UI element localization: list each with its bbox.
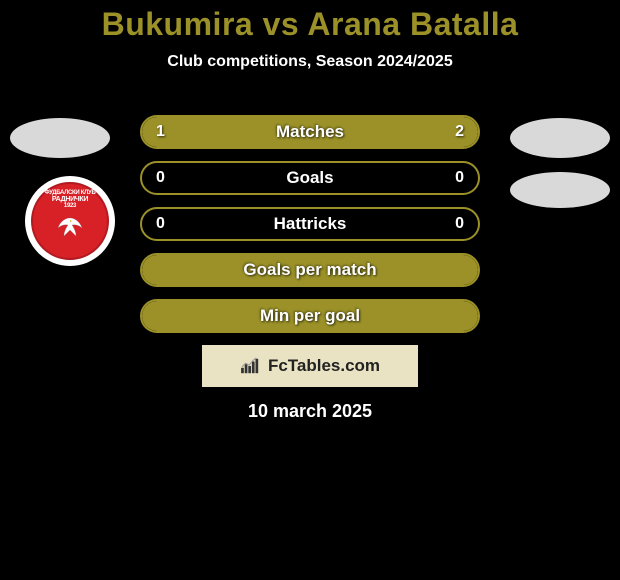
club-right-placeholder [510, 172, 610, 208]
player-left-avatar [10, 118, 110, 158]
page-title: Bukumira vs Arana Batalla [0, 6, 620, 43]
stat-row: Min per goal [140, 299, 480, 333]
stat-label: Hattricks [274, 214, 347, 234]
club-left-badge: ФУДБАЛСКИ КЛУБ РАДНИЧКИ 1923 [25, 176, 115, 266]
stat-label: Matches [276, 122, 344, 142]
watermark: FcTables.com [202, 345, 418, 387]
stat-row: 0 0 Hattricks [140, 207, 480, 241]
badge-mid-text: РАДНИЧКИ [52, 196, 88, 203]
stat-value-right: 0 [455, 215, 464, 233]
stat-value-right: 2 [455, 123, 464, 141]
badge-year: 1923 [64, 203, 76, 209]
stat-value-left: 1 [156, 123, 165, 141]
eagle-icon [50, 210, 90, 240]
watermark-text: FcTables.com [268, 356, 380, 376]
stat-label: Goals [286, 168, 333, 188]
subtitle: Club competitions, Season 2024/2025 [0, 53, 620, 71]
stat-value-left: 0 [156, 169, 165, 187]
bars-icon [240, 357, 262, 375]
stat-label: Min per goal [260, 306, 360, 326]
date-text: 10 march 2025 [0, 401, 620, 422]
stat-label: Goals per match [243, 260, 376, 280]
stat-row: 0 0 Goals [140, 161, 480, 195]
stat-value-right: 0 [455, 169, 464, 187]
stat-row: Goals per match [140, 253, 480, 287]
stats-container: 1 2 Matches 0 0 Goals 0 0 Hattricks Goals per mat… [140, 115, 480, 333]
player-right-avatar [510, 118, 610, 158]
stat-value-left: 0 [156, 215, 165, 233]
stat-row: 1 2 Matches [140, 115, 480, 149]
